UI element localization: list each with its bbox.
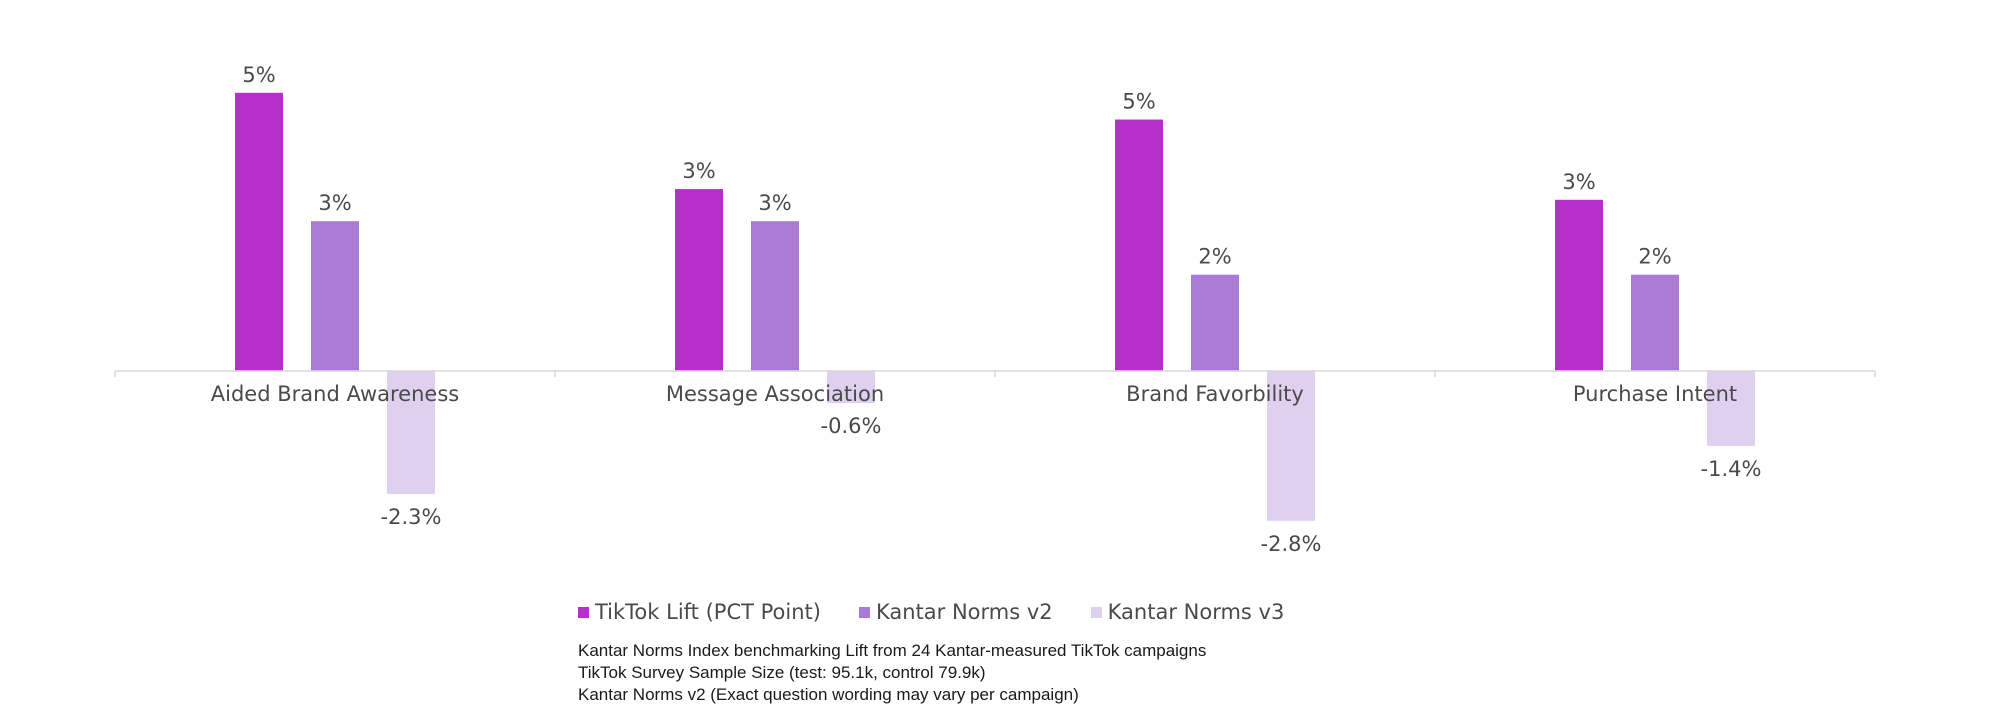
bar	[1115, 119, 1163, 371]
bar	[1555, 199, 1603, 371]
bar	[1267, 371, 1315, 521]
legend-item-kantar-norms-v2: Kantar Norms v2	[858, 600, 1053, 624]
data-label: 2%	[1198, 245, 1231, 269]
data-label: 3%	[682, 159, 715, 183]
data-label: 3%	[758, 191, 791, 215]
bar	[827, 371, 875, 404]
data-label: 3%	[1562, 170, 1595, 194]
legend-swatch	[858, 606, 870, 618]
legend-item-tiktok-lift: TikTok Lift (PCT Point)	[578, 600, 821, 624]
bar	[1707, 371, 1755, 446]
legend-swatch	[1090, 606, 1102, 618]
bar	[675, 189, 723, 371]
legend-label: Kantar Norms v3	[1107, 600, 1285, 624]
data-label: 5%	[242, 63, 275, 87]
footnote: Kantar Norms Index benchmarking Lift fro…	[578, 641, 1207, 660]
legend: TikTok Lift (PCT Point) Kantar Norms v2 …	[578, 600, 1284, 624]
bar	[1191, 274, 1239, 371]
data-label: 5%	[1122, 90, 1155, 114]
data-label: -1.4%	[1701, 457, 1762, 481]
category-label: Brand Favorbility	[1126, 382, 1304, 406]
legend-swatch	[578, 606, 589, 618]
data-label: -0.6%	[821, 414, 882, 438]
data-label: 2%	[1638, 245, 1671, 269]
footnotes: Kantar Norms Index benchmarking Lift fro…	[578, 640, 1206, 706]
category-label: Purchase Intent	[1573, 382, 1737, 406]
bar	[387, 371, 435, 495]
data-label: -2.8%	[1261, 532, 1322, 556]
legend-label: TikTok Lift (PCT Point)	[595, 600, 821, 624]
bar	[235, 92, 283, 372]
legend-item-kantar-norms-v3: Kantar Norms v3	[1090, 600, 1285, 624]
category-label: Aided Brand Awareness	[211, 382, 459, 406]
bar	[1631, 274, 1679, 371]
chart-canvas: 5% 3% -2.3% 3% 3% -0.6% 5% 2% -2.8% 3% 2% -1.4% Aide…	[114, 63, 1876, 556]
category-label: Message Association	[666, 382, 884, 406]
footnote: TikTok Survey Sample Size (test: 95.1k, …	[578, 663, 986, 682]
data-label: -2.3%	[381, 505, 442, 529]
bar	[311, 221, 359, 371]
data-label: 3%	[318, 191, 351, 215]
footnote: Kantar Norms v2 (Exact question wording …	[578, 685, 1079, 704]
legend-label: Kantar Norms v2	[875, 600, 1053, 624]
bar	[751, 221, 799, 371]
